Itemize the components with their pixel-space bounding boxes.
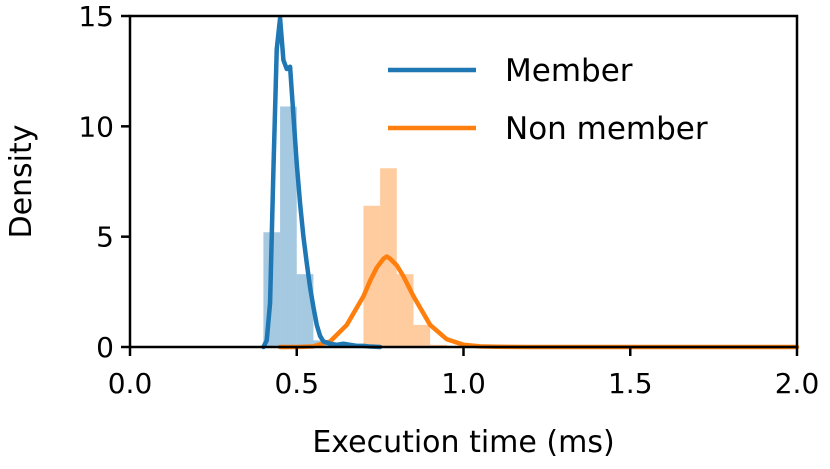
y-tick-label: 15 xyxy=(78,0,114,33)
x-axis-label: Execution time (ms) xyxy=(312,425,614,460)
histogram-bar-non-member-3 xyxy=(413,324,431,347)
x-tick-label: 0.0 xyxy=(108,367,153,400)
plot-area xyxy=(261,15,800,350)
x-tick-label: 1.0 xyxy=(441,367,486,400)
histogram-bar-non-member-2 xyxy=(396,274,414,347)
legend-label-member: Member xyxy=(505,53,633,89)
x-tick-label: 0.5 xyxy=(274,367,319,400)
y-axis-label: Density xyxy=(4,124,39,238)
axes: 0.0 0.5 1.0 1.5 2.0 0 5 10 15 xyxy=(78,0,819,400)
legend-label-non-member: Non member xyxy=(505,111,708,147)
legend: Member Non member xyxy=(388,53,708,147)
x-tick-label: 2.0 xyxy=(775,367,820,400)
y-tick-label: 5 xyxy=(96,221,114,254)
y-tick-label: 10 xyxy=(78,110,114,143)
kde-line-member xyxy=(261,15,383,350)
y-tick-label: 0 xyxy=(96,331,114,364)
histogram-bar-member-1 xyxy=(280,106,297,348)
x-tick-label: 1.5 xyxy=(608,367,653,400)
